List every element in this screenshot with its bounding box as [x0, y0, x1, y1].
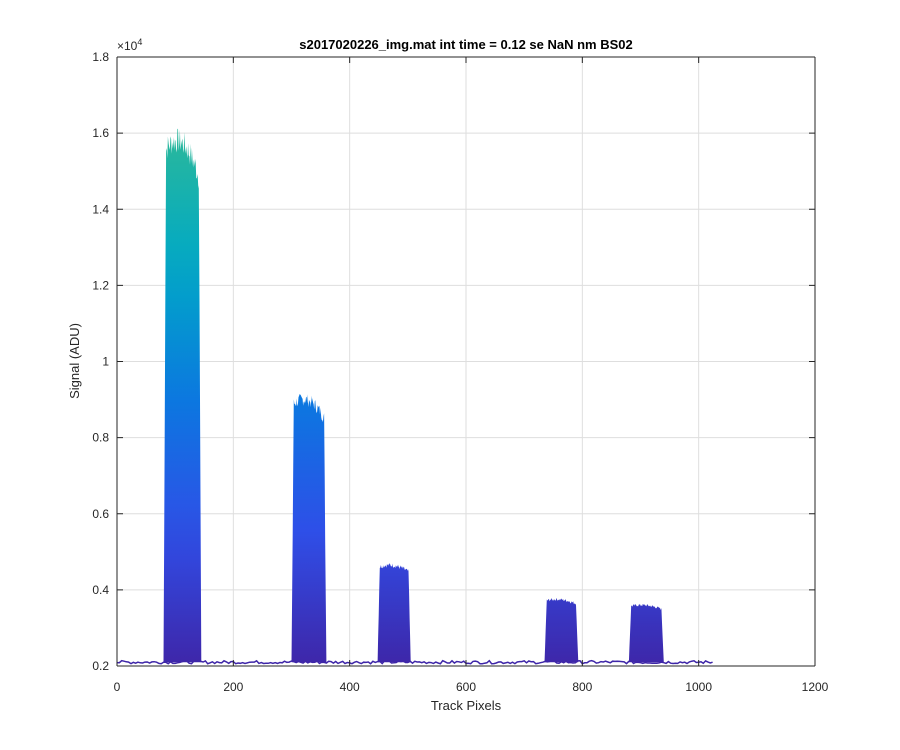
- y-axis: 0.2 0.4 0.6 0.8 1 1.2 1.4 1.6 1.8: [92, 50, 815, 673]
- y-exponent-base: ×10: [117, 39, 138, 53]
- y-axis-label: Signal (ADU): [67, 323, 82, 399]
- signal-fill-layer: [116, 128, 713, 665]
- y-tick-label: 1.2: [92, 278, 109, 292]
- y-exponent-power: 4: [137, 37, 142, 47]
- x-tick-label: 1200: [802, 680, 829, 694]
- x-tick-label: 0: [114, 680, 121, 694]
- y-tick-label: 1.4: [92, 202, 109, 216]
- x-tick-label: 600: [456, 680, 476, 694]
- chart-title: s2017020226_img.mat int time = 0.12 se N…: [299, 37, 633, 52]
- signal-peak-5: [628, 603, 664, 663]
- x-tick-label: 1000: [685, 680, 712, 694]
- signal-peak-4: [544, 597, 579, 663]
- signal-peak-1: [163, 128, 202, 663]
- y-tick-label: 0.2: [92, 659, 109, 673]
- y-tick-label: 0.6: [92, 507, 109, 521]
- x-tick-label: 200: [223, 680, 243, 694]
- x-tick-label: 800: [572, 680, 592, 694]
- signal-baseline: [116, 659, 713, 665]
- y-tick-label: 1.8: [92, 50, 109, 64]
- y-tick-label: 1.6: [92, 126, 109, 140]
- signal-peak-3: [377, 563, 411, 663]
- y-tick-label: 1: [102, 355, 109, 369]
- y-tick-label: 0.4: [92, 583, 109, 597]
- x-axis: 0 200 400 600 800 1000 1200: [114, 57, 829, 694]
- x-axis-label: Track Pixels: [431, 698, 502, 713]
- grid: [117, 57, 815, 666]
- signal-peak-2: [291, 394, 327, 663]
- y-tick-label: 0.8: [92, 431, 109, 445]
- y-exponent-label: ×104: [117, 37, 142, 53]
- x-tick-label: 400: [340, 680, 360, 694]
